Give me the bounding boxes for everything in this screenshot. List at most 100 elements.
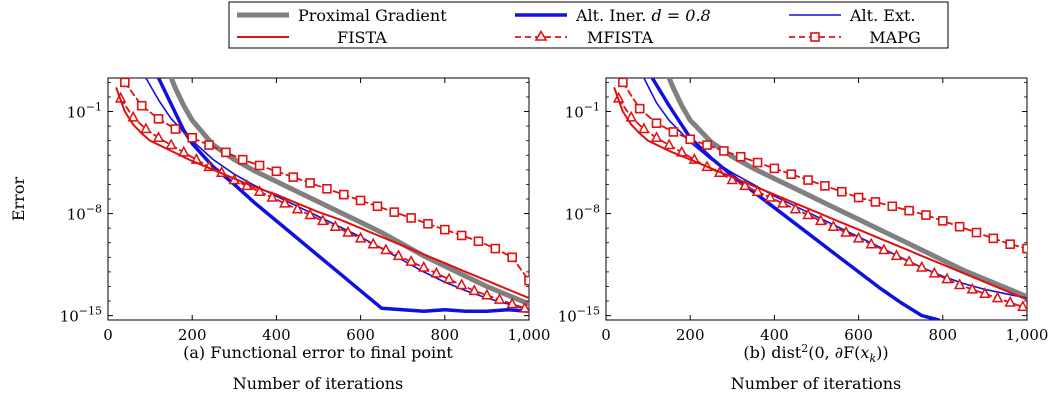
legend-entry-proximal-gradient: Proximal Gradient	[237, 6, 447, 25]
x-tick-label-a-5: 1,000	[508, 326, 551, 344]
series-point-mfista-a-17	[329, 220, 342, 231]
tick-layer-b: 0 200 400 600 800 1,000 10−1 10−8 10−15	[558, 78, 1049, 344]
series-point-mapg-a-21	[473, 236, 484, 247]
series-point-mapg-a-7	[237, 154, 248, 165]
series-point-mfista-b-26	[941, 272, 953, 284]
series-layer-a	[114, 78, 529, 314]
series-point-mapg-a-17	[406, 213, 416, 223]
series-point-mapg-a-9	[271, 166, 282, 177]
series-point-mapg-b-1	[634, 103, 645, 114]
series-line-alt-iner-d-0-8-b	[650, 78, 941, 320]
series-point-mapg-b-8	[752, 157, 763, 168]
series-point-mfista-b-29	[979, 287, 991, 299]
series-point-mfista-a-25	[430, 266, 443, 278]
series-point-mapg-b-5	[702, 140, 712, 150]
legend-entry-mapg: MAPG	[789, 28, 921, 47]
legend-frame	[228, 1, 949, 49]
series-line-alt-iner-d-0-8-a	[156, 78, 529, 314]
series-point-mfista-b-2	[638, 122, 650, 134]
y-axis-label-a: Error	[9, 177, 28, 222]
series-point-mapg-a-19	[439, 224, 450, 235]
series-point-mapg-a-24	[524, 275, 529, 286]
series-point-mapg-b-4	[685, 134, 696, 145]
series-point-mapg-b-0	[618, 78, 628, 88]
series-point-mapg-a-16	[389, 207, 400, 217]
series-point-mapg-b-24	[1022, 243, 1027, 254]
series-point-mfista-b-20	[865, 237, 877, 249]
plot-frame-a	[107, 77, 530, 321]
series-point-mfista-a-19	[354, 231, 367, 243]
series-point-mapg-b-17	[904, 205, 914, 216]
series-point-mapg-b-18	[921, 210, 931, 220]
series-point-mapg-b-9	[769, 163, 780, 174]
chart-panel-a: 0 200 400 600 800 1,000 10−1 10−8 10−15 (a) Func…	[9, 77, 551, 393]
series-point-mfista-b-19	[852, 231, 865, 243]
series-point-mfista-b-25	[928, 266, 941, 278]
series-point-mfista-b-3	[650, 131, 663, 143]
series-point-mfista-a-11	[253, 185, 266, 196]
series-point-mfista-b-27	[953, 278, 966, 290]
series-line-fista-a	[115, 87, 529, 300]
series-point-mapg-a-5	[204, 140, 214, 150]
series-point-mfista-a-32	[519, 301, 529, 313]
series-point-mapg-a-14	[355, 195, 366, 206]
legend: Proximal Gradient Alt. Iner. d = 0.8 Alt…	[228, 1, 949, 49]
series-point-mfista-b-13	[777, 196, 789, 208]
series-point-mfista-b-23	[903, 255, 915, 266]
series-point-mapg-b-6	[719, 146, 729, 156]
series-point-mfista-b-17	[827, 220, 840, 231]
series-point-mfista-b-11	[751, 185, 764, 196]
series-point-mfista-b-4	[663, 138, 675, 150]
x-tick-label-b-4: 800	[928, 326, 957, 344]
x-tick-label-b-1: 200	[676, 326, 705, 344]
series-point-mfista-a-2	[140, 122, 152, 134]
series-line-proximal-gradient-b	[666, 78, 1027, 300]
series-point-mapg-b-15	[870, 197, 881, 207]
series-point-mfista-b-16	[814, 214, 827, 226]
legend-label-fista: FISTA	[337, 28, 387, 47]
series-point-mfista-a-16	[316, 214, 329, 226]
series-point-mapg-a-13	[338, 189, 349, 200]
x-tick-label-b-5: 1,000	[1006, 326, 1049, 344]
x-tick-label-b-2: 400	[760, 326, 789, 344]
series-point-mfista-a-15	[304, 208, 316, 220]
series-point-mapg-a-10	[288, 172, 299, 182]
series-point-mapg-b-11	[803, 175, 813, 185]
x-tick-label-b-0: 0	[601, 326, 611, 344]
series-point-mapg-b-7	[735, 151, 746, 162]
series-line-fista-b	[613, 87, 1027, 301]
x-tick-label-a-2: 400	[262, 326, 291, 344]
x-tick-label-a-0: 0	[103, 326, 113, 344]
y-tick-label-a-2: 10−15	[60, 305, 102, 326]
legend-marker-mapg	[810, 32, 820, 42]
series-point-mapg-a-0	[120, 78, 130, 88]
series-point-mapg-a-3	[170, 124, 181, 134]
series-point-mapg-a-15	[372, 201, 383, 212]
series-point-mfista-b-18	[840, 225, 852, 237]
series-point-mfista-b-28	[966, 282, 979, 294]
series-point-mfista-a-18	[342, 225, 354, 237]
series-point-mapg-b-23	[1005, 239, 1015, 249]
series-point-mfista-a-21	[380, 243, 392, 255]
series-point-mfista-a-23	[405, 255, 417, 266]
series-point-mfista-b-31	[1004, 295, 1016, 307]
y-tick-label-b-1: 10−8	[565, 203, 600, 224]
series-point-mfista-b-32	[1017, 300, 1027, 312]
legend-label-mfista: MFISTA	[587, 28, 654, 47]
series-point-mapg-b-3	[668, 127, 679, 137]
y-tick-label-b-2: 10−15	[558, 305, 600, 326]
y-tick-label-a-1: 10−8	[67, 203, 102, 224]
series-point-mapg-b-20	[954, 221, 965, 232]
x-tick-label-b-3: 600	[844, 326, 873, 344]
x-axis-label-a: Number of iterations	[233, 374, 403, 393]
series-point-mfista-b-30	[991, 291, 1004, 303]
legend-entry-alt-ext: Alt. Ext.	[789, 6, 916, 25]
series-point-mfista-a-30	[493, 292, 506, 304]
series-point-mapg-b-14	[853, 192, 864, 203]
series-point-mapg-a-2	[153, 114, 164, 124]
x-tick-label-a-3: 600	[346, 326, 375, 344]
series-point-mapg-a-22	[490, 243, 501, 254]
series-point-mapg-a-20	[456, 230, 467, 241]
series-point-mfista-a-4	[165, 138, 177, 150]
